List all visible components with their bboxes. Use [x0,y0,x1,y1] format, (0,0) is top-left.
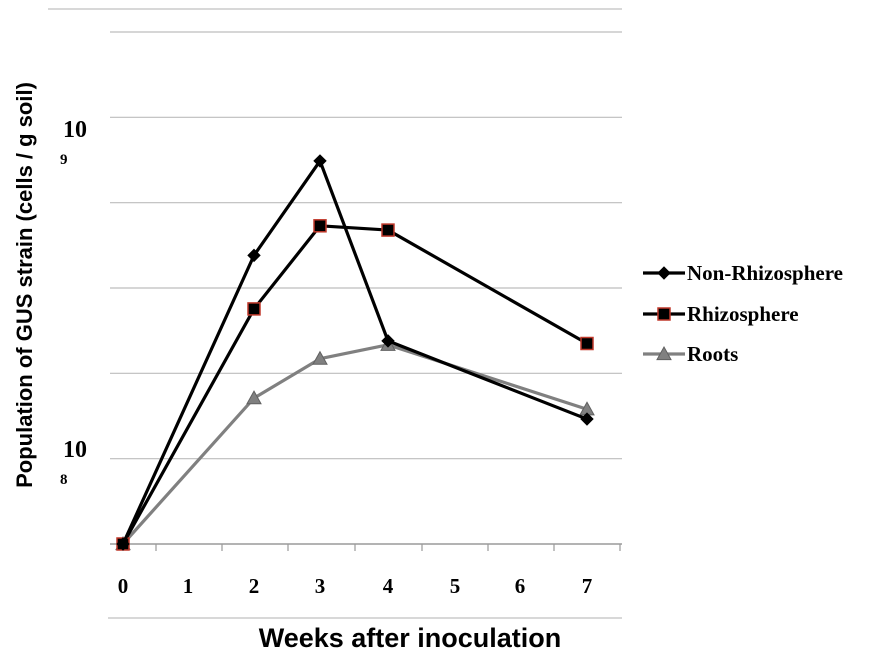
y-tick-label-exponent: 8 [60,472,68,488]
square-marker [313,219,327,233]
gridlines [110,31,622,460]
y-tick-labels: 10 9 10 8 [60,117,87,488]
x-tick-label: 7 [582,574,593,598]
axes [110,543,622,551]
triangle-marker [656,345,672,361]
series-line [121,343,588,546]
legend-label: Non-Rhizosphere [687,261,843,285]
square-marker [381,223,395,237]
diamond-marker [116,537,130,551]
series-non-rhizosphere [116,154,594,551]
diamond-marker [247,248,261,263]
x-tick-label: 1 [183,574,194,598]
diamond-marker [313,154,327,168]
legend-item: Rhizosphere [643,302,799,326]
x-tick-label: 0 [118,574,129,598]
square-marker [580,336,594,351]
series-line [121,224,588,545]
x-tick-label: 5 [450,574,461,598]
x-tick-labels: 0 1 2 3 4 5 6 7 [118,574,593,598]
diamond-marker [580,412,594,426]
chart-frame [48,8,622,619]
legend-label: Roots [687,342,738,366]
triangle-marker [246,390,262,405]
x-tick-label: 3 [315,574,326,598]
y-tick-label-base: 10 [63,117,87,143]
legend-item: Non-Rhizosphere [643,261,843,285]
legend-item: Roots [643,342,738,366]
diamond-marker [657,266,671,280]
y-tick-label-base: 10 [63,437,87,463]
series-roots [115,336,595,551]
legend-label: Rhizosphere [687,302,799,326]
y-tick-label-exponent: 9 [60,152,68,168]
x-tick-label: 6 [515,574,526,598]
x-axis-title: Weeks after inoculation [259,623,562,653]
diamond-marker [381,334,395,348]
x-tick-label: 2 [249,574,260,598]
y-axis-title: Population of GUS strain (cells / g soil… [12,82,37,488]
x-tick-label: 4 [383,574,394,598]
square-marker [247,302,261,316]
triangle-marker [312,350,328,365]
series-group [115,154,595,551]
legend: Non-Rhizosphere Rhizosphere Roots [643,261,843,366]
square-marker [657,307,671,321]
series-rhizosphere [116,219,594,551]
